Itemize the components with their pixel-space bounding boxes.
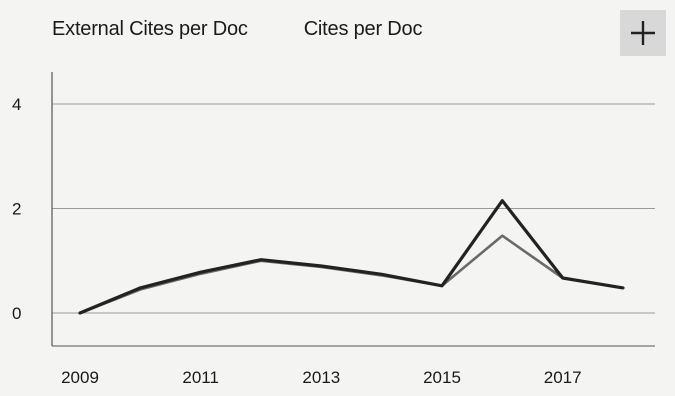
x-tick-label-2011: 2011 [182,368,219,387]
plus-icon [631,21,655,45]
x-tick-label-2013: 2013 [302,368,340,387]
y-tick-label-0: 0 [12,304,21,323]
legend-item-cites[interactable]: Cites per Doc [303,18,423,40]
x-tick-label-2015: 2015 [423,368,461,387]
x-tick-label-2009: 2009 [61,368,99,387]
series-line-cites [78,199,625,315]
y-tick-label-2: 2 [12,200,21,219]
x-tick-label-2017: 2017 [544,368,582,387]
y-tick-label-4: 4 [12,95,21,114]
series-line-external-cites [78,234,625,315]
chart-legend: External Cites per Doc Cites per Doc [52,18,422,41]
expand-button[interactable] [620,10,666,56]
legend-item-external-cites[interactable]: External Cites per Doc [52,18,248,40]
